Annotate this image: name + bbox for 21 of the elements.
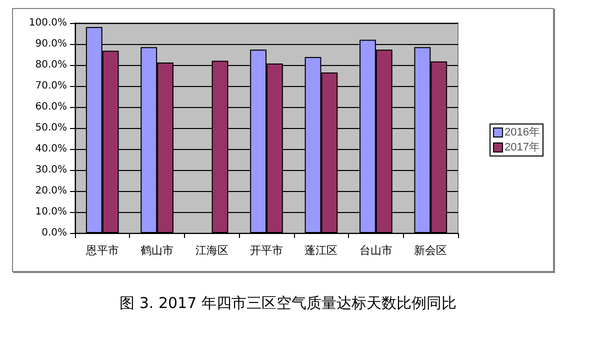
y-tick-label: 30.0% [35,164,67,176]
y-tick-label: 70.0% [35,80,67,92]
x-tick-label: 蓬江区 [304,244,338,257]
x-tick-label: 江海区 [195,244,228,257]
y-tick-label: 40.0% [35,144,67,154]
x-tick-label: 台山市 [359,244,392,257]
x-tick-label: 新会区 [414,244,448,257]
x-tick-label: 鹤山市 [140,244,174,257]
y-tick-label: 50.0% [35,122,67,134]
y-tick-label: 100.0% [28,18,67,28]
y-tick-label: 20.0% [35,186,67,196]
y-tick-label: 80.0% [35,60,67,70]
x-tick-label: 开平市 [250,244,283,257]
legend-label: 2017年 [504,142,540,154]
legend-label: 2016年 [504,126,540,138]
x-tick-label: 恩平市 [84,244,119,257]
y-tick-label: 10.0% [35,206,67,218]
y-tick-label: 90.0% [35,38,67,50]
y-tick-label: 0.0% [42,228,67,238]
caption: 图 3. 2017 年四市三区空气质量达标天数比例同比 [118,294,458,313]
y-tick-label: 60.0% [35,102,67,112]
